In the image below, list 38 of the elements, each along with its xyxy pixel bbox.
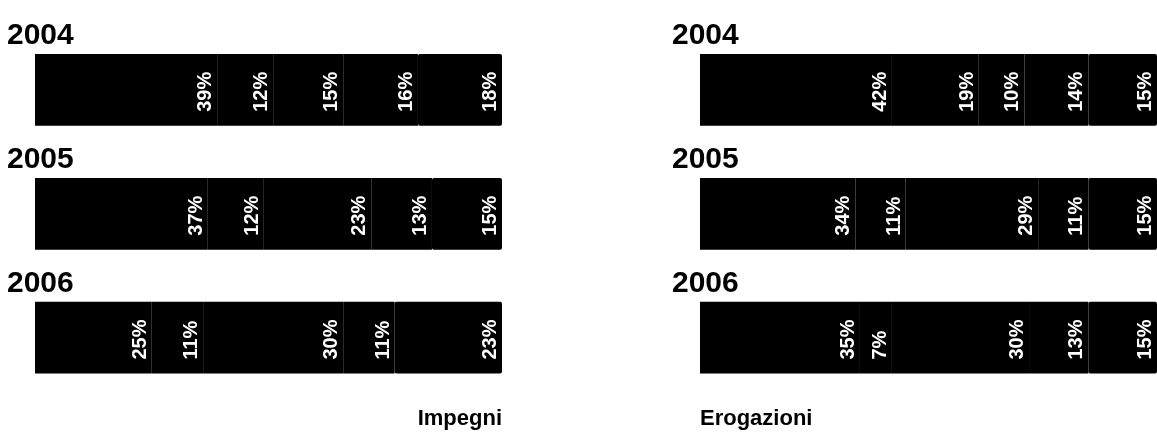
data-label: 11% xyxy=(179,320,202,360)
text: Erogazioni xyxy=(700,404,813,430)
data-label: 15% xyxy=(478,195,500,236)
data-label: 34% xyxy=(831,195,854,236)
data-label: 15% xyxy=(1133,195,1155,236)
data-label: 11% xyxy=(370,320,393,360)
data-label: 25% xyxy=(127,319,150,360)
data-label: 13% xyxy=(407,195,430,236)
data-label: 42% xyxy=(867,71,890,112)
data-label: 16% xyxy=(393,71,416,112)
y-tick-label: 2006 xyxy=(7,264,74,298)
data-label: 12% xyxy=(239,195,262,236)
data-label: 30% xyxy=(319,319,342,360)
data-label: 15% xyxy=(1133,319,1155,360)
data-label: 39% xyxy=(193,71,216,112)
y-tick-label: 2004 xyxy=(672,17,740,51)
data-label: 11% xyxy=(1064,196,1087,236)
data-label: 7% xyxy=(867,330,890,360)
data-label: 29% xyxy=(1014,195,1037,236)
y-tick-label: 2005 xyxy=(672,140,739,174)
data-label: 19% xyxy=(954,71,977,112)
data-label: 15% xyxy=(1133,71,1155,112)
data-label: 15% xyxy=(319,71,342,112)
text: Impegni xyxy=(417,404,502,430)
data-label: 14% xyxy=(1064,71,1087,112)
data-label: 12% xyxy=(249,71,272,112)
data-label: 18% xyxy=(478,71,500,112)
data-label: 13% xyxy=(1064,319,1087,360)
data-label: 23% xyxy=(347,195,370,236)
data-label: 23% xyxy=(478,319,500,360)
y-tick-label: 2006 xyxy=(672,264,739,298)
y-tick-label: 2004 xyxy=(7,17,75,51)
data-label: 30% xyxy=(1005,319,1028,360)
data-label: 11% xyxy=(881,196,904,236)
y-tick-label: 2005 xyxy=(7,140,74,174)
data-label: 35% xyxy=(835,319,858,360)
data-label: 37% xyxy=(183,195,206,236)
data-label: 10% xyxy=(1000,71,1023,112)
